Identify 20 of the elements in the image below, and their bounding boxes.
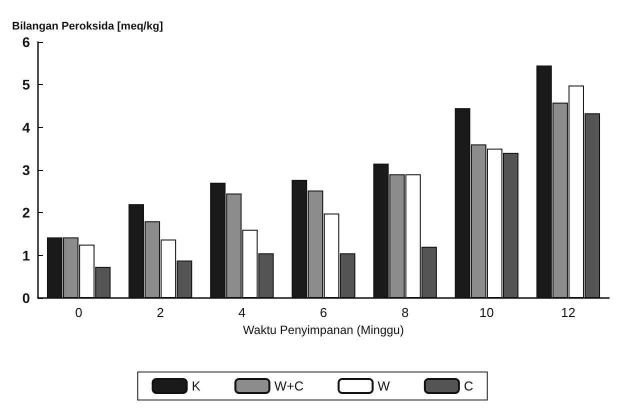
x-axis-title: Waktu Penyimpanan (Minggu) [243, 322, 404, 337]
legend-label: W+C [274, 378, 304, 394]
y-tick-label: 4 [22, 119, 30, 136]
x-tick-label: 4 [238, 305, 246, 320]
y-tick-label: 3 [22, 162, 30, 178]
x-tick-label: 2 [156, 305, 164, 320]
x-tick-label: 6 [320, 305, 328, 320]
y-axis-title: Bilangan Peroksida [meq/kg] [12, 20, 164, 32]
legend-label: W [378, 378, 391, 394]
legend-label: K [192, 378, 201, 394]
legend-label: C [464, 378, 474, 394]
x-tick-label: 8 [401, 305, 409, 320]
x-tick-label: 12 [560, 305, 576, 320]
y-tick-label: 1 [22, 247, 30, 264]
y-tick-label: 2 [22, 204, 30, 221]
x-tick-label: 10 [479, 305, 494, 320]
y-tick-label: 0 [22, 290, 30, 306]
x-tick-label: 0 [75, 305, 82, 320]
y-tick-label: 6 [22, 34, 30, 50]
y-tick-label: 5 [22, 76, 30, 93]
